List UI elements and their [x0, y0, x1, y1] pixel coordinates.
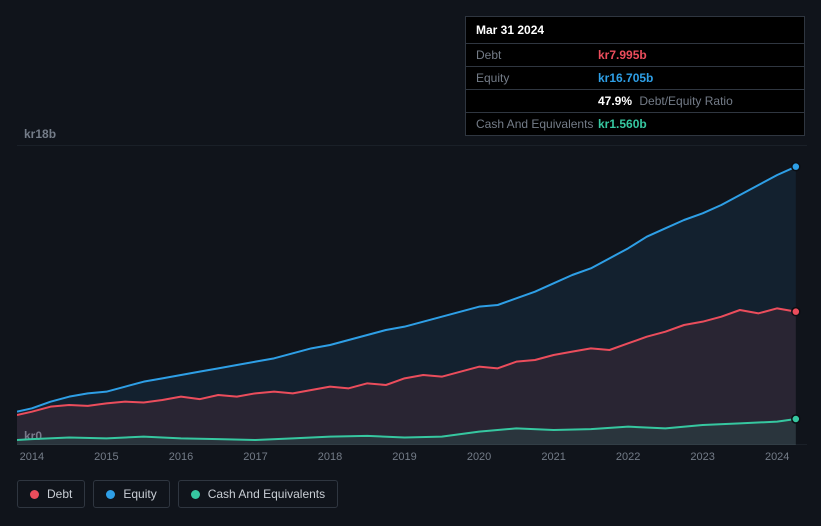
tooltip-date: Mar 31 2024 [466, 17, 804, 44]
tooltip-label: Equity [476, 71, 598, 85]
yaxis-label-top: kr18b [24, 127, 56, 141]
legend-item-equity[interactable]: Equity [93, 480, 169, 508]
legend-item-cash[interactable]: Cash And Equivalents [178, 480, 338, 508]
legend-dot-icon [191, 490, 200, 499]
tooltip-value: kr16.705b [598, 71, 653, 85]
legend: Debt Equity Cash And Equivalents [17, 480, 338, 508]
xaxis-tick: 2024 [765, 451, 789, 463]
tooltip-row-debt: Debt kr7.995b [466, 44, 804, 67]
legend-label: Equity [123, 487, 156, 501]
tooltip-value: kr1.560b [598, 117, 647, 131]
xaxis-tick: 2014 [20, 451, 44, 463]
tooltip-sublabel: Debt/Equity Ratio [639, 94, 732, 108]
legend-dot-icon [106, 490, 115, 499]
legend-label: Debt [47, 487, 72, 501]
tooltip-label: Cash And Equivalents [476, 117, 598, 131]
xaxis-tick: 2020 [467, 451, 491, 463]
xaxis-tick: 2016 [169, 451, 193, 463]
xaxis-tick: 2018 [318, 451, 342, 463]
xaxis-tick: 2019 [392, 451, 416, 463]
legend-label: Cash And Equivalents [208, 487, 325, 501]
chart-svg [17, 145, 807, 445]
xaxis-tick: 2021 [541, 451, 565, 463]
xaxis-tick: 2015 [94, 451, 118, 463]
xaxis: 2014 2015 2016 2017 2018 2019 2020 2021 2022 2023… [17, 445, 807, 465]
chart-plot-area[interactable] [17, 145, 807, 445]
legend-dot-icon [30, 490, 39, 499]
xaxis-tick: 2017 [243, 451, 267, 463]
tooltip-row-ratio: 47.9% Debt/Equity Ratio [466, 90, 804, 113]
xaxis-tick: 2023 [690, 451, 714, 463]
tooltip-value: kr7.995b [598, 48, 647, 62]
xaxis-tick: 2022 [616, 451, 640, 463]
legend-item-debt[interactable]: Debt [17, 480, 85, 508]
tooltip-value: 47.9% [598, 94, 632, 108]
tooltip-label: Debt [476, 48, 598, 62]
tooltip-row-cash: Cash And Equivalents kr1.560b [466, 113, 804, 135]
tooltip-row-equity: Equity kr16.705b [466, 67, 804, 90]
tooltip-label [476, 94, 598, 108]
tooltip-card: Mar 31 2024 Debt kr7.995b Equity kr16.70… [465, 16, 805, 136]
